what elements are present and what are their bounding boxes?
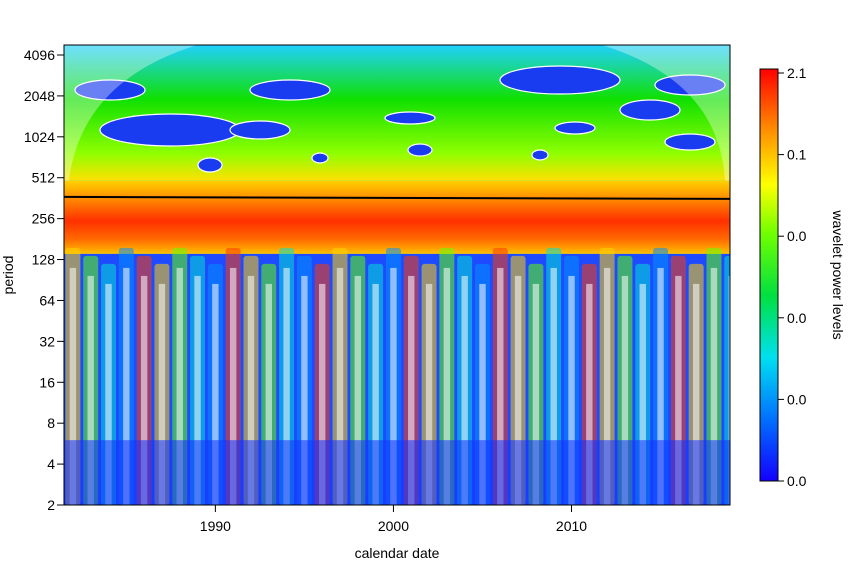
y-tick-label: 16	[39, 374, 55, 390]
x-tick-label: 2000	[378, 518, 409, 534]
low-power-blob	[197, 157, 223, 173]
y-tick-label: 2	[47, 497, 55, 513]
y-tick-label: 512	[32, 170, 56, 186]
low-power-blob	[74, 79, 146, 101]
x-tick-label: 1990	[200, 518, 231, 534]
colorbar-tick-label: 0.0	[787, 473, 807, 489]
colorbar-tick-label: 0.1	[787, 147, 807, 163]
low-power-blob	[311, 152, 329, 164]
low-power-blob	[407, 143, 433, 157]
low-power-blob	[554, 121, 596, 135]
low-power-blob	[619, 99, 681, 121]
y-axis: 2 4 8 16 32 64 128 256 512 1024 2048 4096	[24, 47, 64, 513]
y-tick-label: 32	[39, 333, 55, 349]
low-power-blob	[229, 120, 291, 140]
y-tick-label: 64	[39, 292, 55, 308]
y-tick-label: 8	[47, 415, 55, 431]
low-power-blob	[654, 74, 726, 96]
colorbar-tick-label: 2.1	[787, 65, 807, 81]
colorbar: 2.1 0.1 0.0 0.0 0.0 0.0	[759, 65, 807, 489]
y-tick-label: 256	[32, 211, 56, 227]
x-axis: 1990 2000 2010	[200, 505, 587, 534]
colorbar-tick-label: 0.0	[787, 310, 807, 326]
cone-of-influence	[64, 45, 730, 181]
low-power-blob	[249, 79, 331, 101]
low-power-blob	[664, 133, 716, 151]
colorbar-tick-label: 0.0	[787, 228, 807, 244]
low-power-blob	[531, 149, 549, 161]
y-tick-label: 4096	[24, 47, 55, 63]
y-tick-label: 128	[32, 252, 56, 268]
seasonal-stripes	[64, 247, 730, 505]
heatmap-plot-area	[64, 45, 730, 505]
y-tick-label: 1024	[24, 129, 55, 145]
ridge-line	[64, 195, 730, 200]
low-power-blob	[499, 65, 621, 95]
colorbar-title: wavelet power levels	[830, 209, 846, 339]
y-axis-title: period	[0, 256, 16, 295]
plot-frame	[63, 44, 731, 506]
ridge-lines	[64, 195, 730, 200]
high-power-band	[64, 180, 730, 254]
colorbar-gradient	[759, 68, 779, 482]
y-tick-label: 4	[47, 456, 55, 472]
y-tick-label: 2048	[24, 88, 55, 104]
cone-of-influence-shade	[64, 45, 730, 181]
colorbar-ticks: 2.1 0.1 0.0 0.0 0.0 0.0	[778, 65, 807, 489]
x-tick-label: 2010	[556, 518, 587, 534]
low-power-blob	[384, 111, 436, 125]
colorbar-tick-label: 0.0	[787, 391, 807, 407]
x-axis-title: calendar date	[355, 545, 440, 561]
low-power-blob	[99, 113, 241, 147]
heatmap-cells	[64, 45, 730, 505]
